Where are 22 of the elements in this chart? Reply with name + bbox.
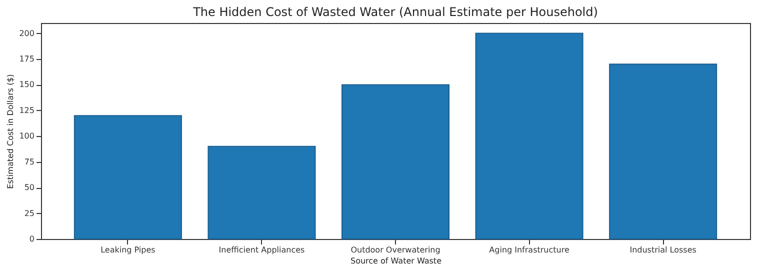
bar: [208, 146, 316, 240]
y-tick-label: 50: [24, 183, 34, 192]
bar: [475, 32, 584, 240]
y-tick-label: 200: [19, 28, 34, 38]
y-tick-label: 175: [19, 54, 34, 64]
bar: [609, 64, 718, 240]
chart-title: The Hidden Cost of Wasted Water (Annual Estimate per Household): [192, 5, 598, 19]
y-tick-label: 75: [24, 157, 34, 166]
x-tick-label: Industrial Losses: [630, 246, 696, 254]
y-tick-label: 25: [24, 208, 34, 218]
y-axis-title: Estimated Cost in Dollars ($): [6, 74, 16, 189]
bar: [74, 115, 182, 240]
y-tick-label: 0: [29, 234, 34, 244]
y-tick-label: 100: [19, 132, 34, 141]
x-tick-label: Inefficient Appliances: [218, 246, 305, 254]
y-tick-label: 150: [19, 80, 34, 90]
x-axis-title: Source of Water Waste: [350, 256, 442, 266]
x-tick-label: Aging Infrastructure: [489, 246, 570, 254]
x-tick-label: Outdoor Overwatering: [350, 246, 440, 254]
y-tick-label: 125: [19, 106, 34, 115]
bar: [341, 84, 450, 240]
x-tick-label: Leaking Pipes: [100, 246, 156, 254]
